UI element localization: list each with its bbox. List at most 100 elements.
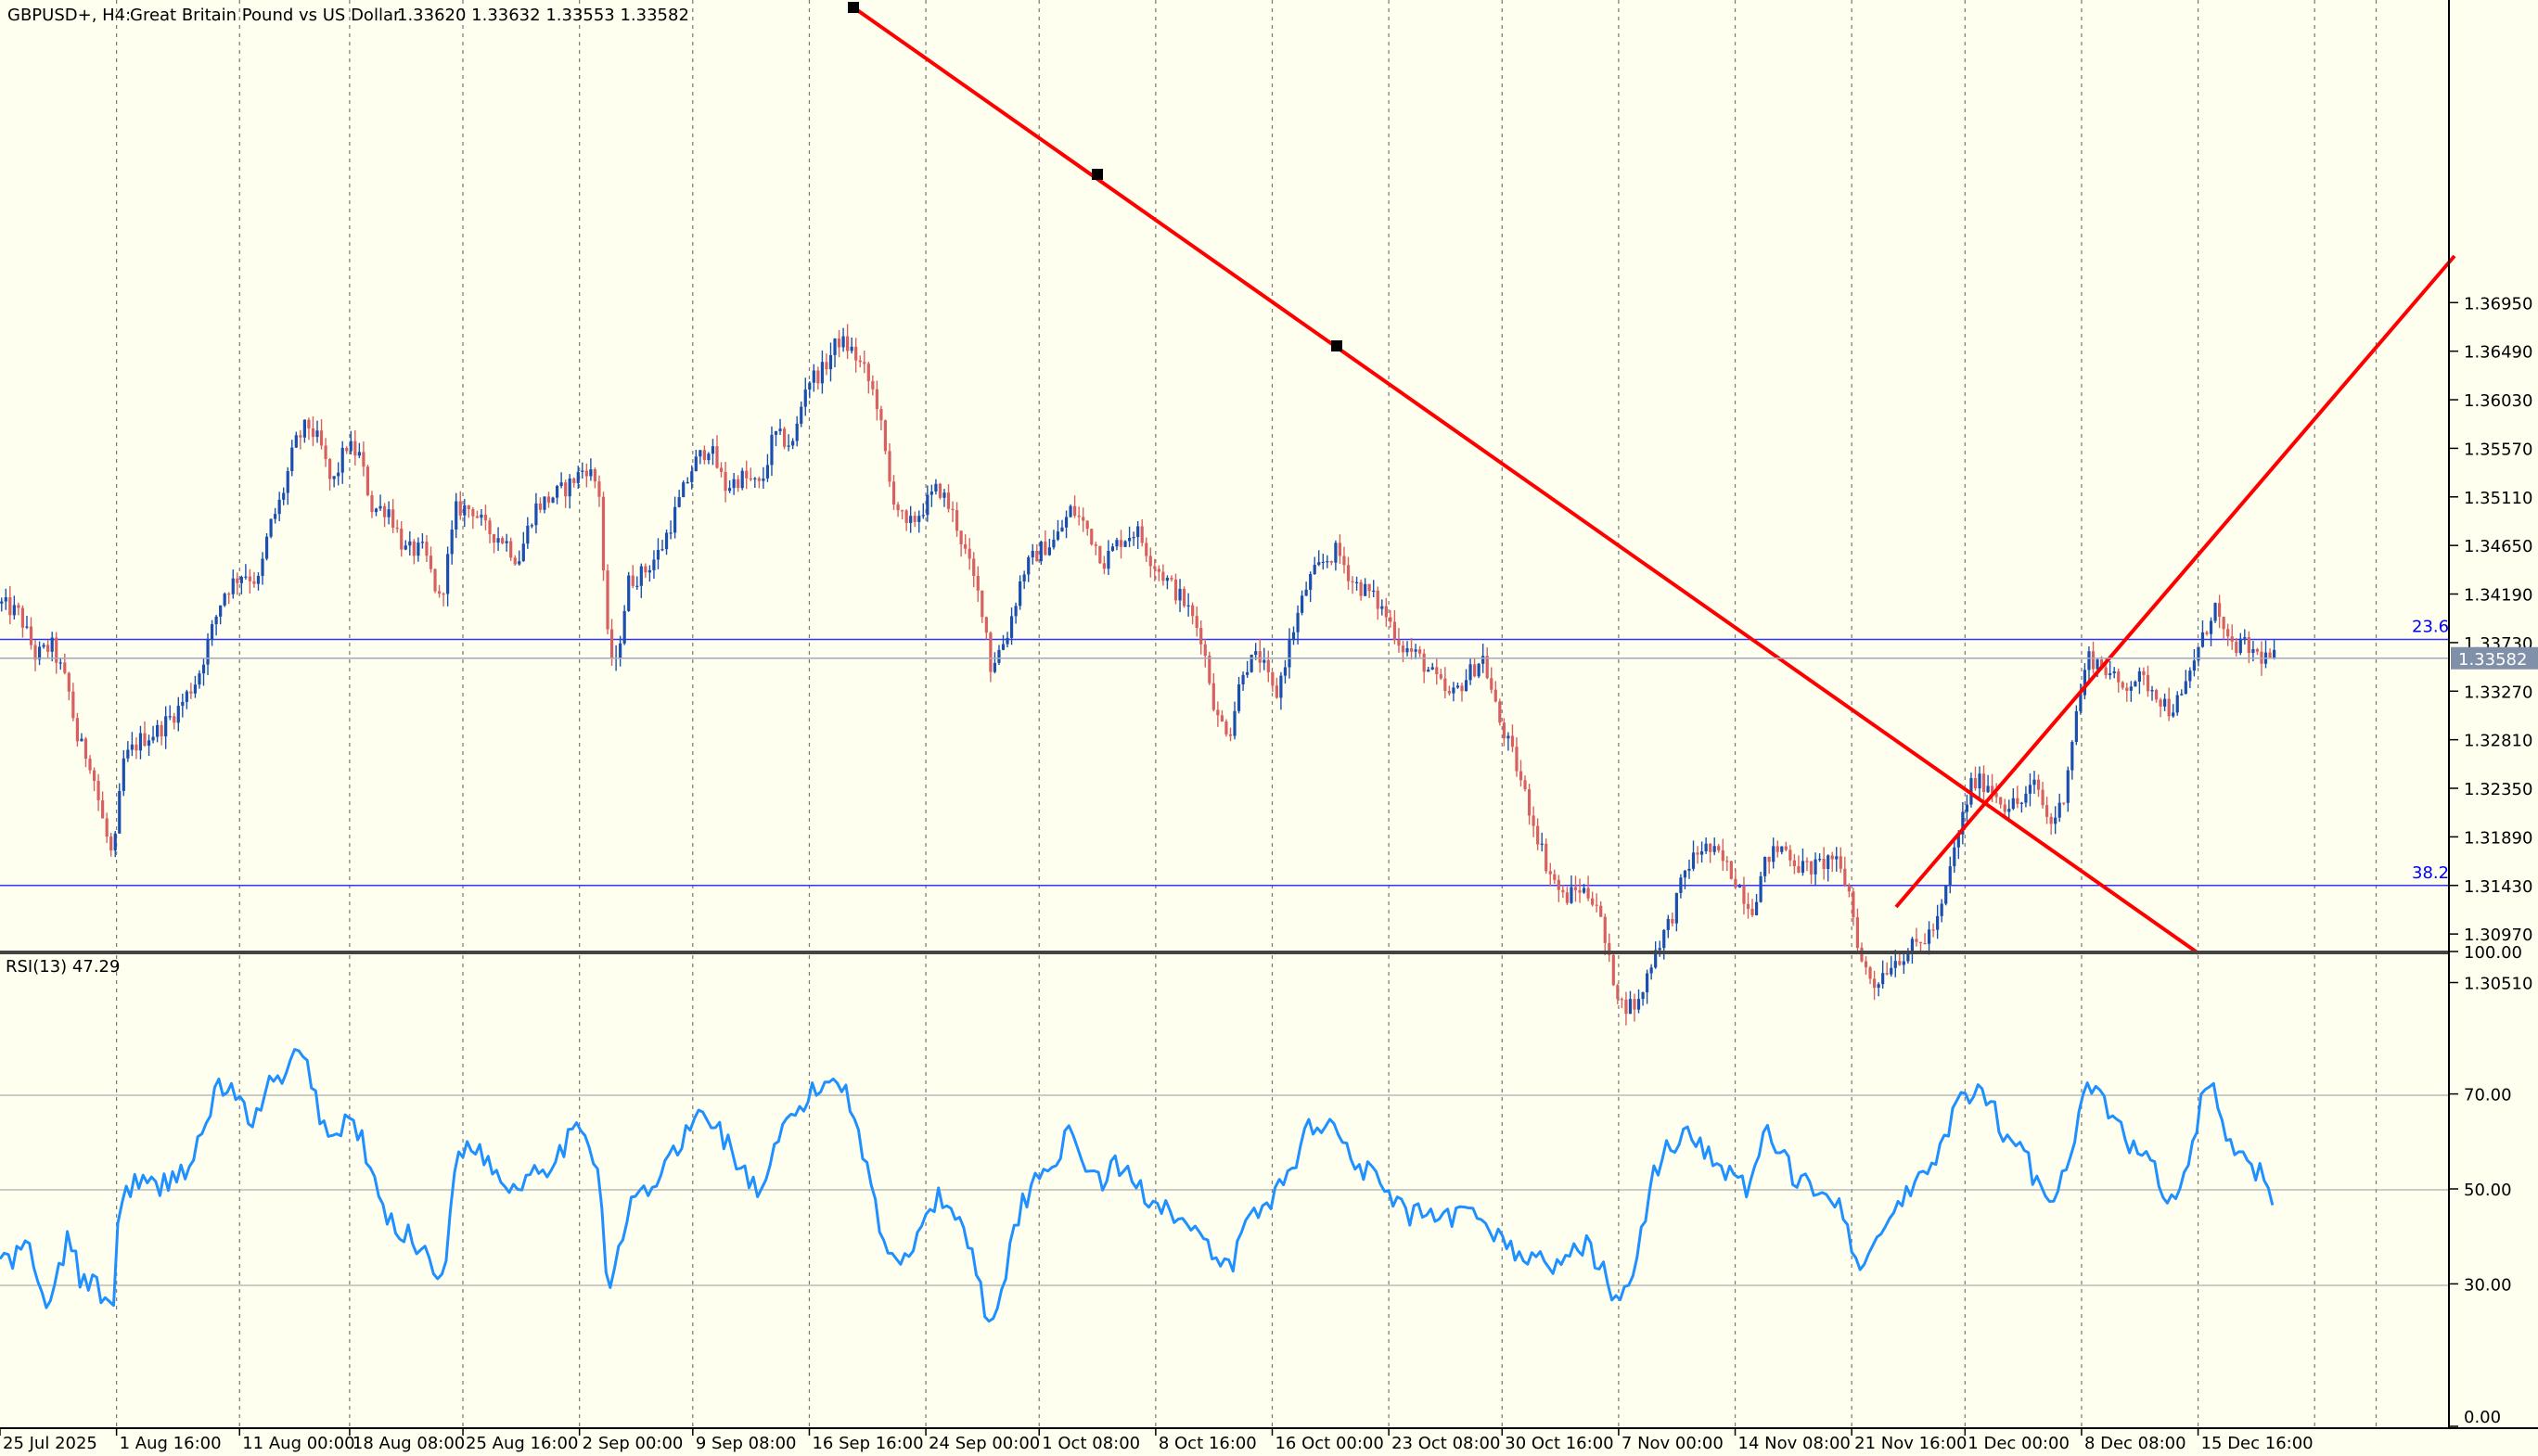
candle-body	[627, 575, 631, 611]
candle-body	[122, 758, 125, 791]
candle-body	[2197, 646, 2200, 661]
fibonacci-levels[interactable]: 23.6 38.2	[0, 617, 2449, 887]
candle-body	[1881, 973, 1885, 985]
time-label: 1 Oct 08:00	[1042, 1434, 1140, 1453]
candle-body	[109, 837, 113, 851]
candle-body	[1532, 815, 1535, 826]
candle-body	[1351, 581, 1354, 582]
candle-body	[997, 649, 1001, 663]
candle-body	[1683, 870, 1687, 878]
candle-body	[307, 419, 311, 429]
candle-body	[737, 479, 740, 489]
candle-body	[711, 446, 715, 454]
candle-body	[189, 691, 193, 694]
candle-body	[1052, 539, 1056, 548]
candle-body	[1809, 861, 1814, 875]
candle-body	[101, 799, 105, 819]
candle-body	[1211, 683, 1215, 710]
candle-body	[509, 541, 513, 558]
candle-body	[1965, 804, 1968, 812]
candle-body	[269, 518, 273, 537]
rsi-axis: 100.00 70.00 50.00 30.00 0.00	[2449, 943, 2522, 1427]
candle-body	[1283, 667, 1288, 676]
trendline-handle-end[interactable]	[1331, 340, 1342, 351]
candle-body	[71, 691, 75, 719]
candle-body	[483, 514, 488, 521]
candle-body	[328, 459, 332, 479]
rsi-panel[interactable]: RSI(13) 47.29	[0, 955, 2449, 1426]
candle-body	[1170, 578, 1173, 580]
candle-body	[774, 430, 778, 435]
candle-body	[1186, 605, 1190, 607]
candle-body	[1468, 664, 1472, 681]
candle-body	[1182, 589, 1186, 607]
candle-body	[1780, 846, 1784, 852]
candle-body	[374, 508, 378, 513]
candle-body	[576, 471, 580, 483]
trendline-uptrend[interactable]	[1894, 254, 2456, 909]
price-label: 1.30970	[2464, 926, 2532, 945]
candle-body	[1729, 861, 1733, 879]
candle-body	[2011, 798, 2015, 810]
candle-body	[1019, 581, 1022, 607]
candle-body	[1557, 879, 1560, 890]
candle-body	[223, 594, 226, 606]
candle-body	[42, 645, 45, 647]
candle-body	[1372, 590, 1376, 593]
candle-body	[1291, 632, 1296, 641]
trendline-downtrend[interactable]	[848, 2, 2200, 955]
candle-body	[825, 362, 828, 370]
candle-body	[850, 346, 853, 351]
candle-body	[1342, 556, 1346, 566]
trendline-handle-start[interactable]	[848, 2, 859, 13]
candle-body	[526, 525, 530, 544]
candle-body	[1401, 645, 1405, 653]
candle-body	[1127, 538, 1132, 542]
candle-body	[770, 434, 774, 466]
candle-body	[378, 505, 382, 509]
candle-body	[543, 496, 546, 510]
candle-body	[619, 643, 622, 658]
candle-body	[1864, 961, 1868, 968]
candle-body	[1317, 562, 1321, 566]
candle-body	[1641, 991, 1645, 1000]
main-chart-panel[interactable]: 23.6 38.2 GBPUSD+, H4: Great Britain Poun…	[0, 0, 2456, 1026]
candle-body	[505, 541, 508, 543]
candle-body	[589, 469, 593, 477]
candle-body	[130, 744, 134, 750]
candle-body	[1056, 531, 1060, 540]
candle-body	[20, 607, 25, 628]
candle-body	[875, 389, 878, 410]
candle-body	[210, 624, 214, 640]
candle-body	[2172, 712, 2175, 717]
candle-body	[1258, 651, 1262, 663]
candle-body	[1246, 671, 1250, 675]
price-axis[interactable]: 1.36950 1.36490 1.36030 1.35570 1.35110 1.346…	[2449, 294, 2532, 994]
candle-body	[1788, 849, 1792, 861]
candle-body	[1136, 526, 1140, 538]
time-label: 23 Oct 08:00	[1391, 1434, 1500, 1453]
candle-body	[1389, 617, 1392, 622]
candle-body	[126, 749, 130, 759]
candle-body	[1140, 526, 1144, 543]
candle-body	[644, 566, 647, 573]
candle-body	[2074, 710, 2078, 742]
candle-body	[1430, 667, 1434, 671]
candle-body	[1671, 918, 1674, 924]
trendline-handle-mid[interactable]	[1092, 169, 1103, 180]
candle-body	[2016, 798, 2019, 804]
candle-body	[315, 430, 319, 438]
candle-body	[1288, 640, 1291, 668]
candle-body	[274, 514, 277, 519]
candle-body	[1775, 846, 1779, 852]
candle-body	[164, 716, 168, 737]
rsi-level-label: 100.00	[2464, 943, 2522, 963]
candle-body	[1893, 961, 1897, 968]
time-label: 14 Nov 08:00	[1738, 1434, 1851, 1453]
candle-body	[1646, 973, 1649, 992]
candle-body	[581, 470, 584, 472]
candle-body	[1443, 678, 1447, 692]
